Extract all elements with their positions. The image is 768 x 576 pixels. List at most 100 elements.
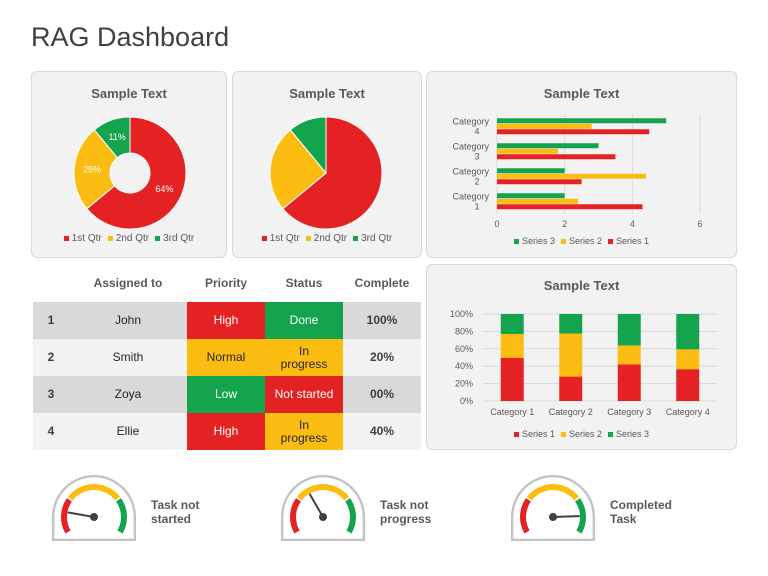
gauge-label: Task not progress	[380, 498, 432, 526]
y-tick-label: Category	[452, 142, 489, 152]
priority-cell: High	[187, 302, 265, 339]
row-number: 4	[33, 413, 69, 450]
legend-label: Series 1	[521, 429, 555, 439]
legend-item: Series 2	[560, 429, 603, 439]
page-title: RAG Dashboard	[31, 22, 230, 52]
gauge-pivot	[90, 513, 98, 521]
row-number: 3	[33, 376, 69, 413]
legend-item: Series 2	[560, 236, 603, 246]
y-tick-label: 100%	[450, 309, 473, 319]
gauge-green-zone	[116, 498, 127, 534]
priority-cell: Low	[187, 376, 265, 413]
legend-swatch	[107, 235, 113, 241]
priority-cell-text: Low	[214, 387, 237, 401]
bar-segment	[559, 314, 583, 334]
gauge-dial	[52, 475, 136, 541]
bar	[497, 173, 646, 179]
assigned-to-cell-text: John	[114, 313, 142, 327]
pie-chart	[269, 116, 383, 230]
legend-swatch	[353, 235, 359, 241]
y-tick-label: 1	[474, 202, 479, 212]
legend-swatch	[608, 432, 614, 438]
gauge-yellow-zone	[67, 484, 121, 501]
y-tick-label: Category	[452, 192, 489, 202]
bar	[497, 168, 565, 174]
bar	[497, 193, 565, 199]
gauge-label: Task not started	[151, 498, 200, 526]
x-tick-label: Category 1	[490, 407, 534, 417]
legend-swatch	[608, 239, 614, 245]
bar-segment	[676, 369, 700, 401]
stacked-column-chart: 0% 20% 40% 60% 80% 100% Category 1 Category 2 Ca…	[450, 309, 717, 417]
task-table: Assigned to Priority Status Complete 1 Jo…	[33, 264, 421, 450]
gauge-needle	[309, 493, 324, 518]
legend-item: 1st Qtr	[63, 233, 102, 244]
priority-cell-text: Normal	[206, 350, 246, 364]
row-number-text: 1	[47, 313, 55, 327]
pie-slice	[86, 116, 187, 230]
x-tick-label: 4	[630, 219, 635, 229]
table-row: 2 Smith Normal In progress 20%	[33, 339, 421, 376]
donut-chart-card: Sample Text 64% 25% 11% 1st Qtr 2nd Qtr 3rd …	[31, 71, 227, 258]
y-tick-label: 40%	[455, 361, 473, 371]
complete-cell-text: 100%	[366, 313, 398, 327]
legend-label: Series 3	[521, 236, 555, 246]
bar	[497, 118, 667, 124]
legend-swatch	[63, 235, 69, 241]
table-row: 1 John High Done 100%	[33, 302, 421, 339]
bar-segment	[500, 334, 524, 358]
bar	[497, 179, 582, 185]
gauge-yellow-zone	[526, 484, 580, 501]
status-cell: In progress	[265, 413, 343, 450]
pie-slice	[93, 116, 131, 159]
table-header-row: Assigned to Priority Status Complete	[33, 264, 421, 302]
chart-legend: 1st Qtr 2nd Qtr 3rd Qtr	[32, 233, 226, 244]
data-label: 64%	[155, 184, 173, 194]
assigned-to-cell: Ellie	[69, 413, 187, 450]
legend-item: Series 1	[608, 236, 649, 246]
legend-swatch	[513, 432, 519, 438]
y-tick-label: 2	[474, 177, 479, 187]
gauge-red-zone	[60, 498, 72, 534]
y-tick-label: 0%	[460, 396, 473, 406]
legend-swatch	[155, 235, 161, 241]
assigned-to-cell-text: Zoya	[114, 387, 142, 401]
data-label: 11%	[108, 132, 125, 142]
priority-cell: High	[187, 413, 265, 450]
stacked-chart-card: Sample Text 0% 20% 40% 60% 80% 100% Category 1…	[426, 264, 737, 450]
complete-cell-text: 20%	[369, 350, 395, 364]
pie-chart-card: Sample Text 1st Qtr 2nd Qtr 3rd Qtr	[232, 71, 422, 258]
priority-cell-text: High	[213, 313, 239, 327]
bar-segment	[617, 345, 641, 365]
legend-label: 3rd Qtr	[163, 233, 195, 244]
complete-cell: 100%	[343, 302, 421, 339]
legend-item: 1st Qtr	[261, 233, 300, 244]
table-row: 4 Ellie High In progress 40%	[33, 413, 421, 450]
assigned-to-cell: John	[69, 302, 187, 339]
header-status: Status	[265, 264, 343, 302]
legend-label: Series 3	[616, 429, 650, 439]
assigned-to-cell: Smith	[69, 339, 187, 376]
legend-label: 1st Qtr	[71, 233, 102, 244]
row-number: 2	[33, 339, 69, 376]
status-cell: Done	[265, 302, 343, 339]
y-tick-label: 4	[474, 127, 479, 137]
legend-label: 1st Qtr	[269, 233, 300, 244]
chart-title: Sample Text	[91, 86, 167, 101]
legend-label: Series 2	[568, 429, 603, 439]
bar	[497, 143, 599, 149]
pie-slice	[269, 129, 327, 210]
bar-segment	[559, 333, 583, 377]
gauge-red-zone	[520, 498, 531, 534]
chart-legend: 1st Qtr 2nd Qtr 3rd Qtr	[233, 233, 421, 244]
gauge-dial	[511, 475, 595, 541]
gauge-label: Completed Task	[610, 498, 673, 526]
legend-label: Series 2	[568, 236, 603, 246]
status-cell: Not started	[265, 376, 343, 413]
y-tick-label: Category	[452, 167, 489, 177]
y-tick-label: 80%	[455, 326, 473, 336]
assigned-to-cell: Zoya	[69, 376, 187, 413]
pie-slice	[73, 129, 118, 210]
complete-cell-text: 00%	[369, 387, 395, 401]
